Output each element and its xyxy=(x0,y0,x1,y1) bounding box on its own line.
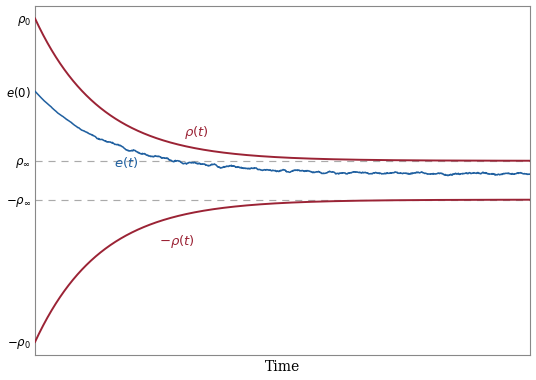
Text: $-\rho(t)$: $-\rho(t)$ xyxy=(159,233,195,250)
Text: $e(t)$: $e(t)$ xyxy=(114,155,139,170)
Text: $\rho(t)$: $\rho(t)$ xyxy=(184,124,209,141)
X-axis label: Time: Time xyxy=(265,361,300,374)
